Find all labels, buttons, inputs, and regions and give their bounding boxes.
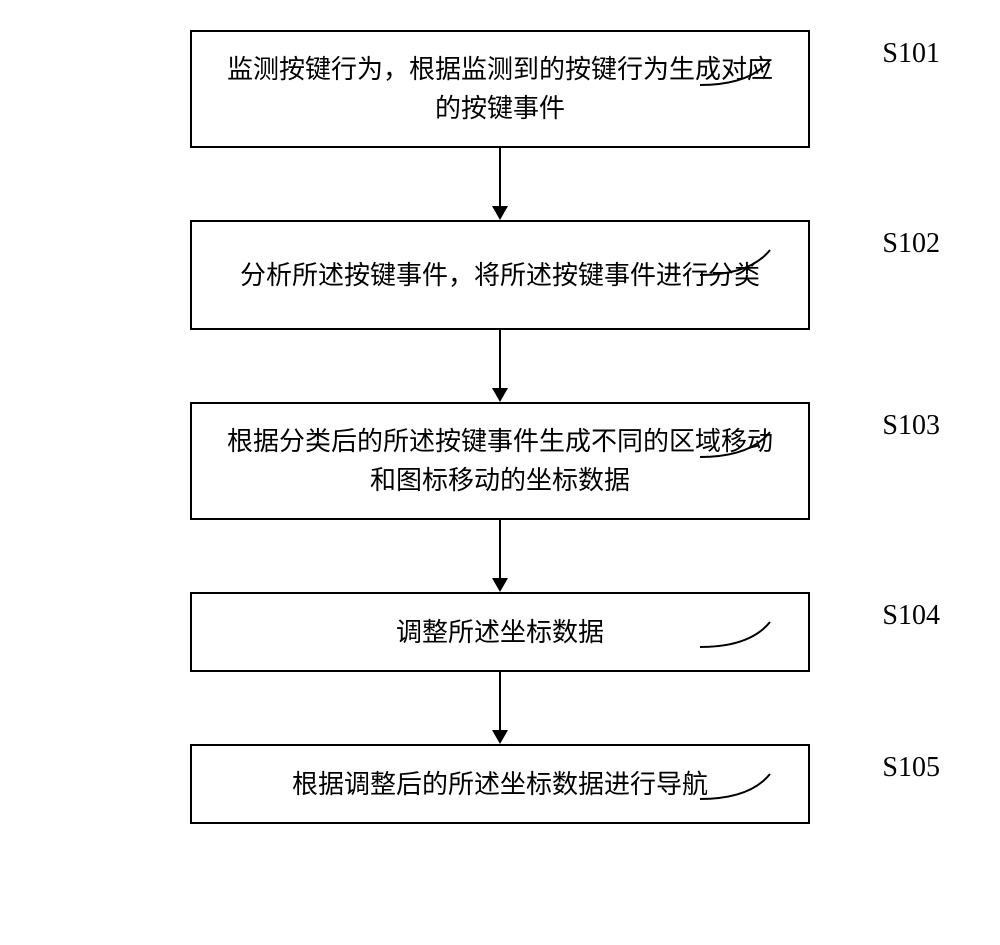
arrow-head (492, 578, 508, 592)
step-text: 调整所述坐标数据 (396, 613, 604, 652)
arrow-line (499, 330, 501, 388)
step-label: S101 (882, 38, 940, 70)
arrow-line (499, 148, 501, 206)
arrow-line (499, 520, 501, 578)
step-row-4: 调整所述坐标数据 S104 (0, 592, 1000, 672)
flowchart-container: 监测按键行为，根据监测到的按键行为生成对应的按键事件 S101 分析所述按键事件… (0, 30, 1000, 824)
connector-curve-icon (700, 764, 810, 814)
connector-curve-icon (700, 422, 810, 472)
step-row-5: 根据调整后的所述坐标数据进行导航 S105 (0, 744, 1000, 824)
step-text: 根据调整后的所述坐标数据进行导航 (292, 765, 708, 804)
arrow-down-icon (492, 672, 508, 744)
step-label: S105 (882, 752, 940, 784)
arrow-head (492, 388, 508, 402)
connector-curve-icon (700, 240, 810, 290)
connector-curve-icon (700, 50, 810, 100)
step-row-1: 监测按键行为，根据监测到的按键行为生成对应的按键事件 S101 (0, 30, 1000, 148)
step-text: 根据分类后的所述按键事件生成不同的区域移动和图标移动的坐标数据 (216, 422, 784, 500)
arrow-down-icon (492, 330, 508, 402)
arrow-down-icon (492, 520, 508, 592)
step-row-2: 分析所述按键事件，将所述按键事件进行分类 S102 (0, 220, 1000, 330)
step-label: S104 (882, 600, 940, 632)
arrow-down-icon (492, 148, 508, 220)
step-text: 监测按键行为，根据监测到的按键行为生成对应的按键事件 (216, 50, 784, 128)
arrow-line (499, 672, 501, 730)
step-label: S103 (882, 410, 940, 442)
arrow-head (492, 206, 508, 220)
arrow-head (492, 730, 508, 744)
step-text: 分析所述按键事件，将所述按键事件进行分类 (240, 256, 760, 295)
connector-curve-icon (700, 612, 810, 662)
step-label: S102 (882, 228, 940, 260)
step-row-3: 根据分类后的所述按键事件生成不同的区域移动和图标移动的坐标数据 S103 (0, 402, 1000, 520)
